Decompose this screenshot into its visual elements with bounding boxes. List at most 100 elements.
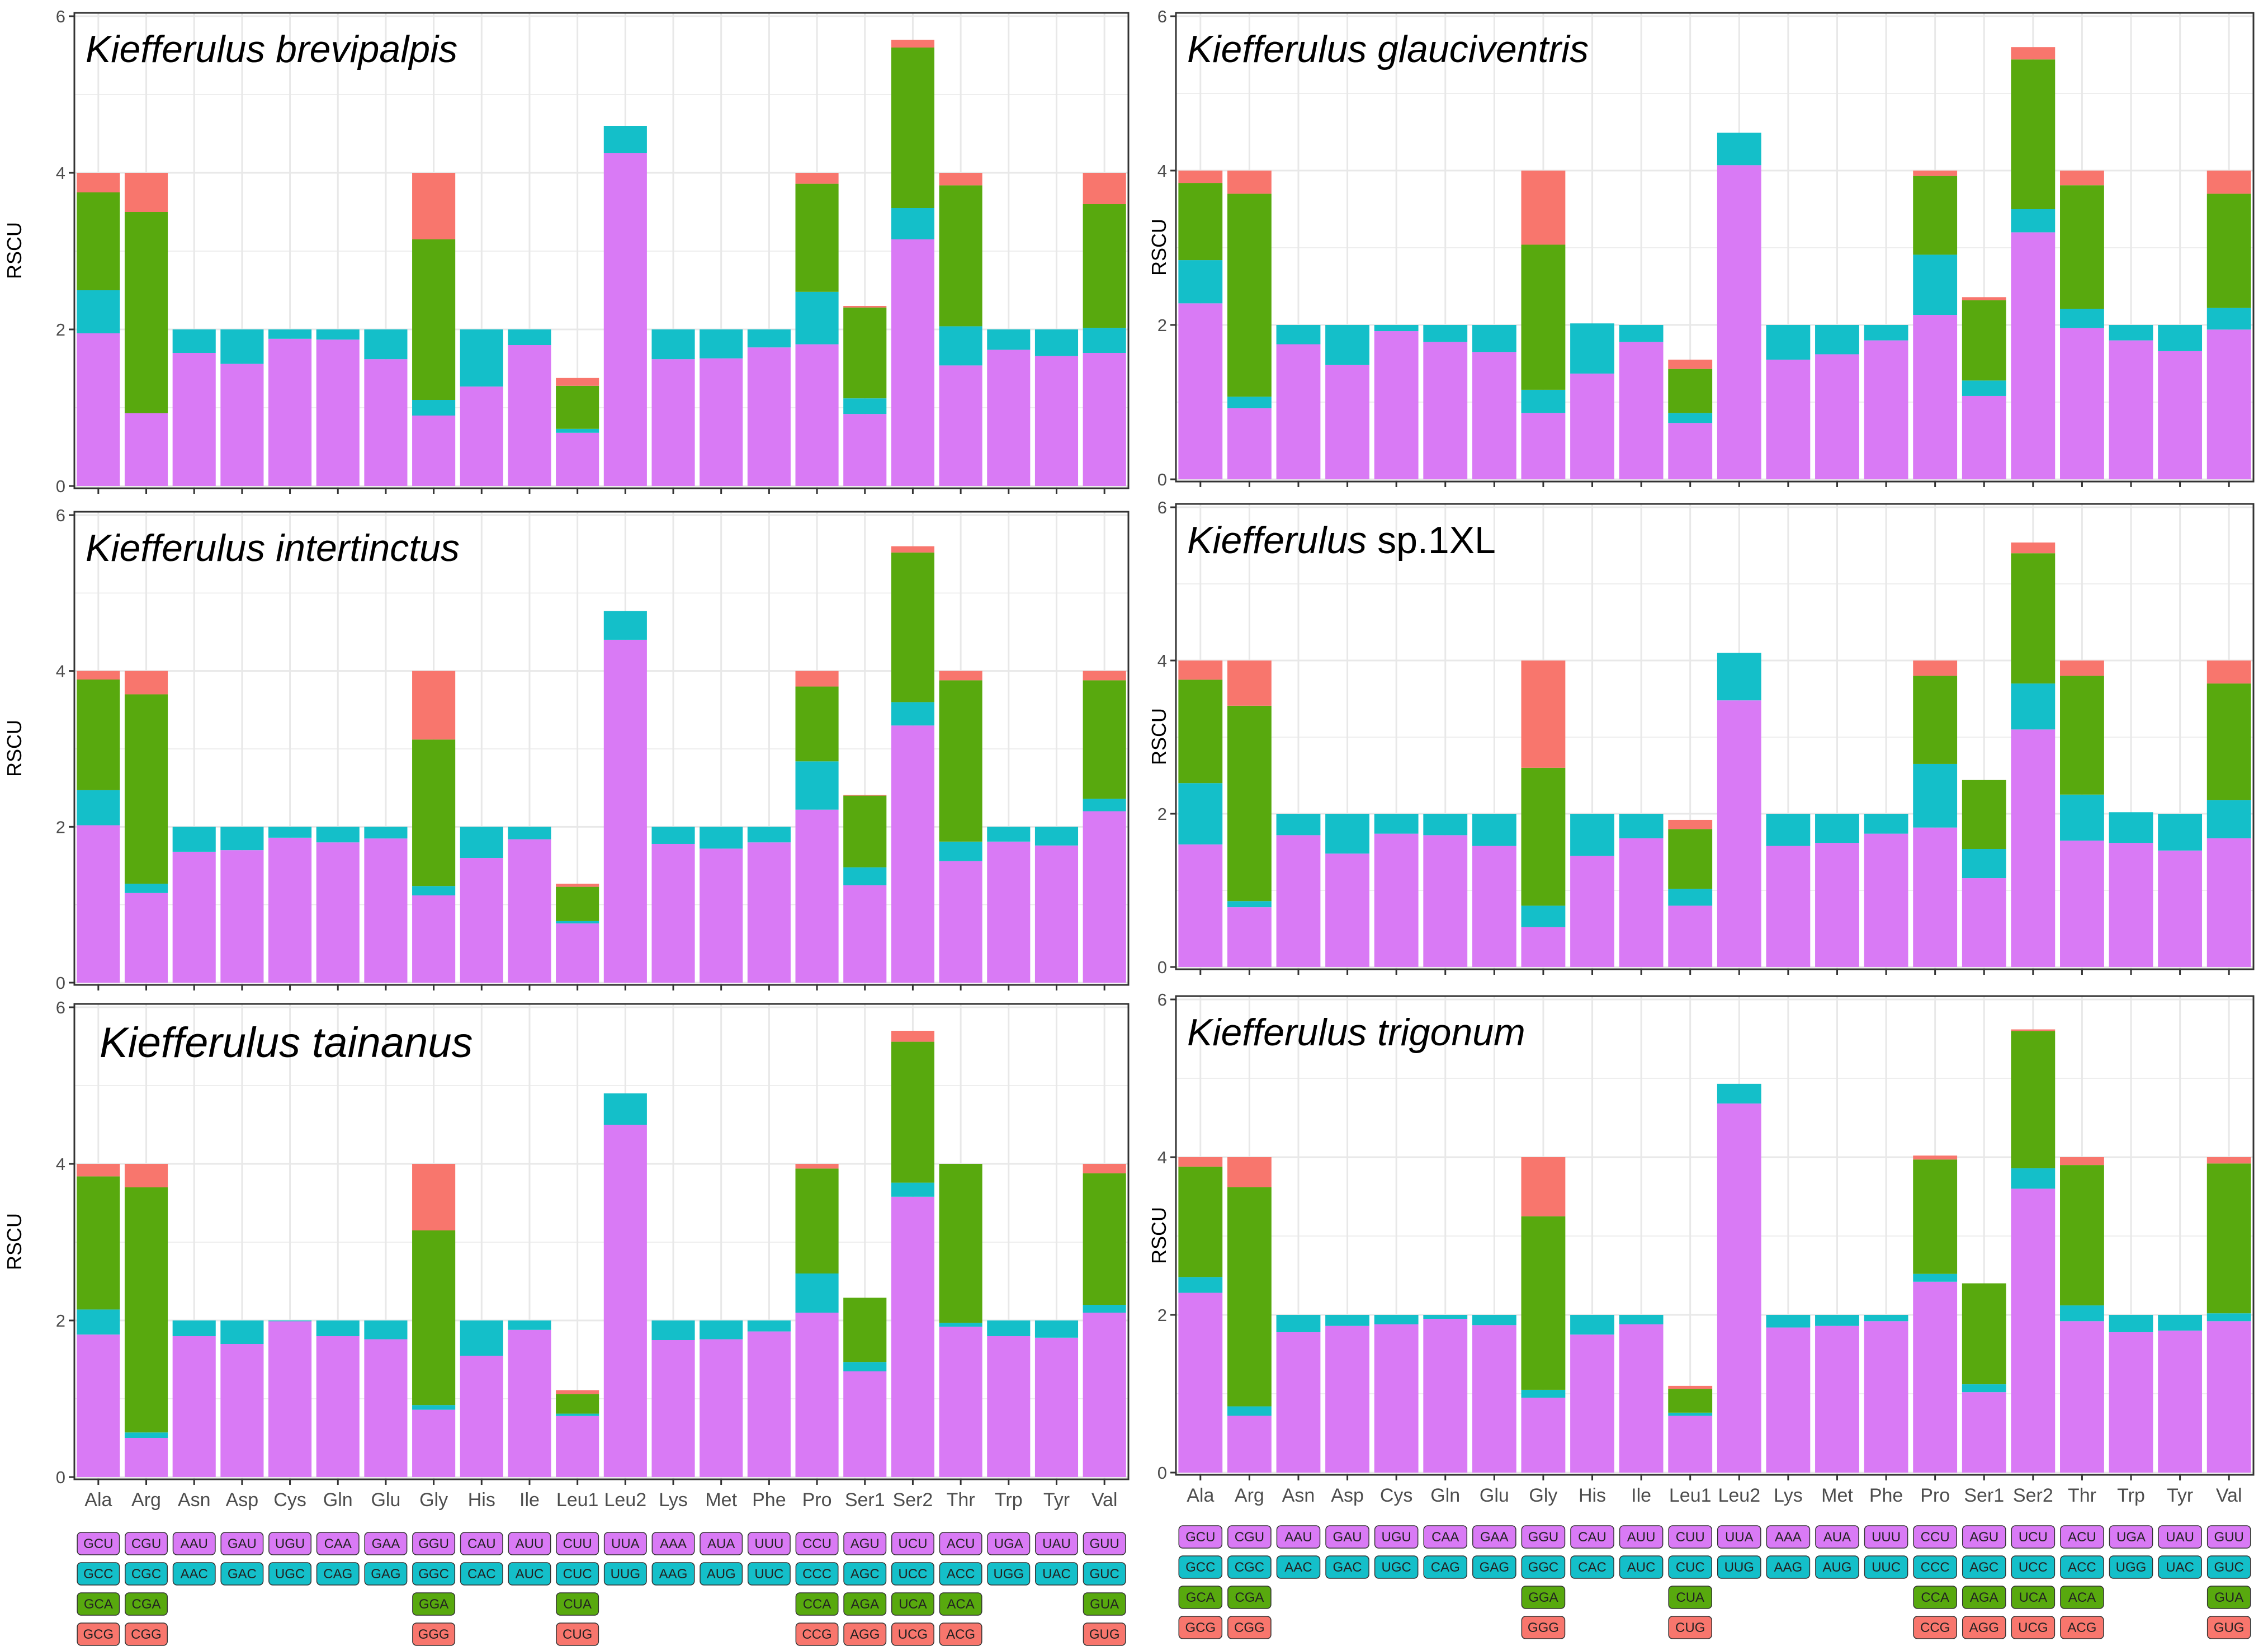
bar-segment-Asp-codon1	[220, 850, 264, 983]
codon-label: ACA	[2068, 1590, 2096, 1605]
bar-segment-Met-codon2	[1815, 325, 1859, 355]
bar-segment-Leu2-codon1	[1717, 1103, 1761, 1473]
bar-segment-Ser2-codon4	[891, 1031, 934, 1042]
codon-label: CCG	[802, 1627, 831, 1642]
bar-segment-Val-codon3	[1083, 1173, 1126, 1305]
codon-label: GCC	[1185, 1560, 1215, 1575]
bar-segment-Pro-codon3	[1913, 1159, 1958, 1274]
codon-label: AGU	[1969, 1530, 1998, 1545]
bar-segment-Ser1-codon3	[843, 795, 887, 867]
x-tick-label: Met	[705, 1489, 737, 1511]
bar-segment-Leu1-codon2	[556, 428, 599, 433]
bar-segment-Trp-codon1	[2109, 843, 2153, 967]
codon-label: GUU	[1089, 1536, 1119, 1551]
x-tick-label: Asn	[1282, 1485, 1315, 1506]
codon-label: UGG	[2116, 1560, 2147, 1575]
codon-label: GCU	[83, 1536, 113, 1551]
codon-label: AGG	[850, 1627, 880, 1642]
bar-segment-Arg-codon4	[124, 1164, 168, 1187]
y-tick-label: 4	[1157, 1148, 1167, 1167]
codon-box	[268, 1532, 312, 1555]
bar-segment-Pro-codon3	[1913, 676, 1958, 764]
codon-box	[1913, 1555, 1957, 1579]
bar-segment-Pro-codon2	[1913, 254, 1958, 315]
codon-box	[1864, 1525, 1908, 1549]
bar-segment-Ser2-codon1	[891, 725, 934, 983]
bar-segment-Arg-codon1	[1227, 408, 1272, 479]
codon-box	[1815, 1555, 1859, 1579]
bar-segment-Arg-codon1	[124, 893, 168, 983]
codon-box	[556, 1622, 599, 1646]
y-tick-label: 2	[56, 1311, 65, 1331]
codon-box	[1178, 1616, 1223, 1639]
bar-segment-Asn-codon1	[172, 1336, 216, 1477]
codon-box	[651, 1562, 695, 1586]
codon-label: UUG	[1724, 1560, 1754, 1575]
codon-label: GAC	[1333, 1560, 1362, 1575]
bar-segment-Gly-codon4	[1521, 171, 1566, 245]
bar-segment-Cys-codon1	[1374, 1324, 1419, 1473]
bar-segment-Cys-codon2	[268, 827, 312, 838]
codon-box	[2206, 1525, 2251, 1549]
codon-box	[1325, 1525, 1369, 1549]
bar-segment-Ser2-codon2	[891, 208, 934, 239]
codon-label: CGG	[131, 1627, 162, 1642]
codon-box	[1521, 1586, 1566, 1609]
bar-segment-Asn-codon1	[1276, 344, 1321, 479]
codon-label: ACG	[2067, 1620, 2096, 1635]
bar-segment-Leu2-codon1	[1717, 165, 1761, 480]
bar-segment-Met-codon2	[700, 329, 743, 358]
codon-label: UCA	[899, 1597, 927, 1612]
codon-box	[220, 1532, 264, 1555]
panel-title-species: Kiefferulus trigonum	[1187, 1011, 1525, 1054]
codon-box	[1472, 1555, 1516, 1579]
bar-segment-Asp-codon1	[1325, 1325, 1369, 1473]
bar-segment-Trp-codon2	[2109, 812, 2153, 843]
y-tick-label: 0	[1157, 957, 1167, 977]
bar-segment-Gly-codon2	[1521, 905, 1566, 927]
codon-legend: GCU CGU AAU GAU UGU CAA GAA GGU CAU AUU CUU UUA AAA A…	[1178, 1525, 2251, 1639]
codon-label: ACU	[947, 1536, 975, 1551]
codon-box	[843, 1562, 887, 1586]
bar-segment-Gly-codon2	[1521, 389, 1566, 413]
bar-segment-Thr-codon3	[939, 1164, 982, 1323]
codon-box	[412, 1562, 456, 1586]
bar-segment-Arg-codon2	[124, 1432, 168, 1438]
bar-segment-His-codon2	[1570, 1315, 1614, 1335]
bar-segment-Ala-codon1	[77, 333, 120, 486]
bar-segment-Ser2-codon4	[891, 40, 934, 48]
bar-segment-Glu-codon2	[1472, 814, 1516, 846]
codon-legend: GCU CGU AAU GAU UGU CAA GAA GGU CAU AUU CUU UUA AAA A…	[77, 1532, 1126, 1646]
codon-box	[1423, 1555, 1468, 1579]
codon-box	[2158, 1525, 2202, 1549]
bar-segment-Glu-codon1	[1472, 1325, 1516, 1473]
codon-box	[1276, 1525, 1321, 1549]
codon-box	[1913, 1525, 1957, 1549]
bar-segment-Trp-codon1	[987, 350, 1031, 486]
codon-label: CGA	[132, 1597, 161, 1612]
codon-label: GAA	[1480, 1530, 1509, 1545]
codon-label: UAU	[1042, 1536, 1071, 1551]
codon-label: UUC	[754, 1567, 783, 1582]
codon-box	[1276, 1555, 1321, 1579]
codon-label: GCU	[1185, 1530, 1215, 1545]
x-tick-label: Met	[1821, 1485, 1853, 1506]
bar-segment-Ser1-codon2	[1962, 849, 2006, 879]
bar-segment-Tyr-codon1	[2158, 1331, 2203, 1473]
panel-title: Kiefferulus tainanus	[100, 1019, 473, 1067]
codon-box	[603, 1532, 647, 1555]
bar-segment-Pro-codon1	[795, 1313, 839, 1477]
bar-segment-Glu-codon2	[364, 827, 408, 839]
codon-label: GGG	[1528, 1620, 1559, 1635]
bar-segment-Asn-codon2	[172, 329, 216, 353]
y-tick-label: 6	[1157, 7, 1167, 26]
codon-box	[1423, 1525, 1468, 1549]
bar-segment-Met-codon1	[1815, 843, 1859, 967]
bar-segment-Lys-codon2	[651, 1320, 695, 1340]
y-tick-label: 4	[56, 662, 65, 681]
bar-segment-Arg-codon4	[124, 671, 168, 695]
bar-segment-Trp-codon1	[987, 841, 1031, 983]
codon-label: AGU	[850, 1536, 880, 1551]
y-tick-label: 0	[56, 1468, 65, 1487]
bar-segment-Pro-codon1	[1913, 315, 1958, 479]
